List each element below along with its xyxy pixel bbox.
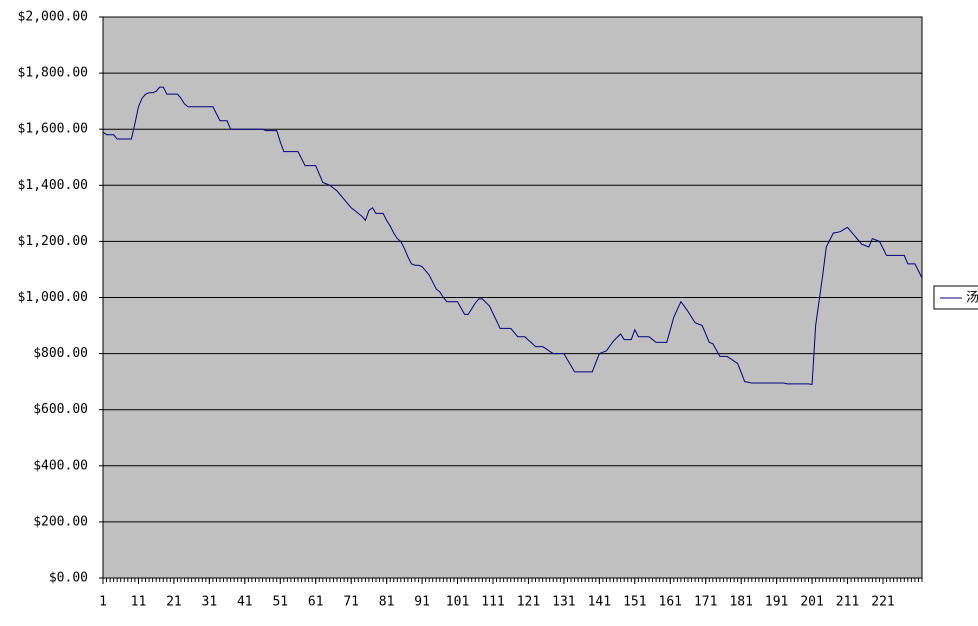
x-tick-label: 31 bbox=[202, 595, 218, 610]
x-tick-label: 161 bbox=[659, 595, 682, 610]
y-tick-label: $2,000.00 bbox=[18, 10, 88, 25]
x-tick-label: 181 bbox=[729, 595, 752, 610]
x-tick-label: 81 bbox=[379, 595, 395, 610]
x-tick-label: 11 bbox=[131, 595, 147, 610]
y-tick-label: $1,800.00 bbox=[18, 66, 88, 81]
x-tick-label: 221 bbox=[871, 595, 894, 610]
x-tick-label: 91 bbox=[414, 595, 430, 610]
x-tick-label: 171 bbox=[694, 595, 717, 610]
y-tick-label: $1,000.00 bbox=[18, 290, 88, 305]
series-line bbox=[102, 86, 923, 386]
y-tick-label: $1,600.00 bbox=[18, 122, 88, 137]
x-tick-label: 41 bbox=[237, 595, 253, 610]
x-tick-label: 111 bbox=[481, 595, 504, 610]
y-tick-label: $400.00 bbox=[33, 458, 88, 473]
x-tick-label: 71 bbox=[343, 595, 359, 610]
x-tick-label: 211 bbox=[836, 595, 859, 610]
x-tick-label: 101 bbox=[446, 595, 469, 610]
x-tick-label: 1 bbox=[99, 595, 107, 610]
y-tick-label: $1,400.00 bbox=[18, 178, 88, 193]
x-tick-label: 51 bbox=[272, 595, 288, 610]
x-tick-label: 191 bbox=[765, 595, 788, 610]
y-tick-label: $1,200.00 bbox=[18, 234, 88, 249]
y-tick-label: $800.00 bbox=[33, 346, 88, 361]
x-tick-label: 141 bbox=[588, 595, 611, 610]
y-tick-label: $600.00 bbox=[33, 402, 88, 417]
x-tick-label: 151 bbox=[623, 595, 646, 610]
y-tick-label: $0.00 bbox=[49, 571, 88, 586]
y-tick-label: $200.00 bbox=[33, 514, 88, 529]
x-tick-label: 131 bbox=[552, 595, 575, 610]
x-tick-label: 21 bbox=[166, 595, 182, 610]
legend-label: 汤 bbox=[966, 291, 978, 306]
x-tick-label: 201 bbox=[800, 595, 823, 610]
x-tick-label: 61 bbox=[308, 595, 324, 610]
x-tick-label: 121 bbox=[517, 595, 540, 610]
